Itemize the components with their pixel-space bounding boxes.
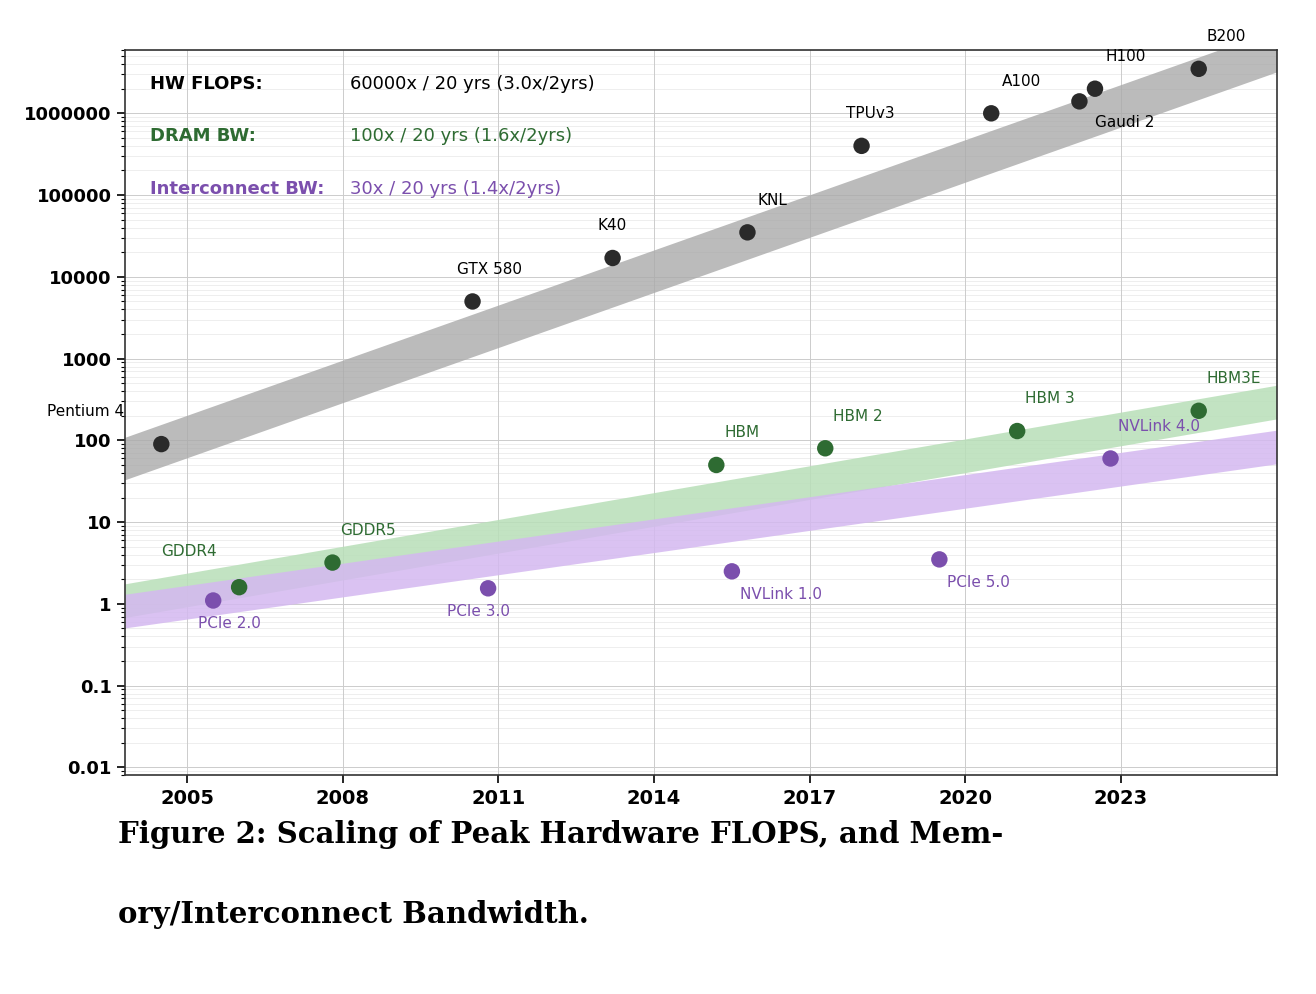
- Point: [478, 580, 499, 596]
- Point: [229, 580, 250, 595]
- Text: Pentium 4: Pentium 4: [47, 405, 124, 419]
- Text: HW FLOPS:: HW FLOPS:: [150, 76, 263, 93]
- Point: [1084, 81, 1105, 96]
- Text: HBM3E: HBM3E: [1207, 371, 1261, 387]
- Text: K40: K40: [597, 219, 626, 234]
- Text: GTX 580: GTX 580: [457, 261, 522, 277]
- Point: [737, 225, 758, 241]
- Point: [721, 564, 742, 580]
- Point: [1007, 423, 1028, 439]
- Text: PCIe 3.0: PCIe 3.0: [446, 604, 509, 619]
- Text: Figure 2: Scaling of Peak Hardware FLOPS, and Mem-: Figure 2: Scaling of Peak Hardware FLOPS…: [118, 820, 1004, 849]
- Text: 60000x / 20 yrs (3.0x/2yrs): 60000x / 20 yrs (3.0x/2yrs): [350, 76, 595, 93]
- Text: GDDR5: GDDR5: [341, 523, 396, 538]
- Point: [851, 138, 873, 154]
- Text: DRAM BW:: DRAM BW:: [150, 127, 257, 145]
- Text: HBM: HBM: [724, 425, 759, 440]
- Text: TPUv3: TPUv3: [846, 106, 895, 121]
- Text: KNL: KNL: [758, 193, 788, 208]
- Text: HBM 3: HBM 3: [1025, 392, 1075, 407]
- Point: [1188, 61, 1209, 77]
- Text: A100: A100: [1001, 74, 1041, 88]
- Point: [601, 250, 622, 266]
- Text: 100x / 20 yrs (1.6x/2yrs): 100x / 20 yrs (1.6x/2yrs): [350, 127, 571, 145]
- Point: [705, 457, 726, 473]
- Point: [1069, 93, 1090, 109]
- Point: [815, 440, 836, 456]
- Point: [929, 552, 950, 568]
- Point: [203, 592, 224, 608]
- Point: [151, 436, 172, 452]
- Text: Gaudi 2: Gaudi 2: [1095, 114, 1154, 130]
- Point: [980, 105, 1001, 121]
- Text: PCIe 5.0: PCIe 5.0: [948, 576, 1009, 590]
- Text: NVLink 1.0: NVLink 1.0: [740, 587, 821, 602]
- Point: [1188, 403, 1209, 418]
- Point: [1100, 450, 1121, 466]
- Point: [462, 293, 483, 309]
- Text: 30x / 20 yrs (1.4x/2yrs): 30x / 20 yrs (1.4x/2yrs): [350, 180, 561, 198]
- Text: B200: B200: [1207, 29, 1246, 44]
- Text: PCIe 2.0: PCIe 2.0: [197, 616, 261, 631]
- Text: NVLink 4.0: NVLink 4.0: [1119, 418, 1200, 434]
- Text: ory/Interconnect Bandwidth.: ory/Interconnect Bandwidth.: [118, 900, 590, 928]
- Text: HBM 2: HBM 2: [833, 409, 883, 423]
- Text: Interconnect BW:: Interconnect BW:: [150, 180, 325, 198]
- Text: H100: H100: [1105, 49, 1146, 64]
- Point: [322, 555, 343, 571]
- Text: GDDR4: GDDR4: [162, 544, 217, 560]
